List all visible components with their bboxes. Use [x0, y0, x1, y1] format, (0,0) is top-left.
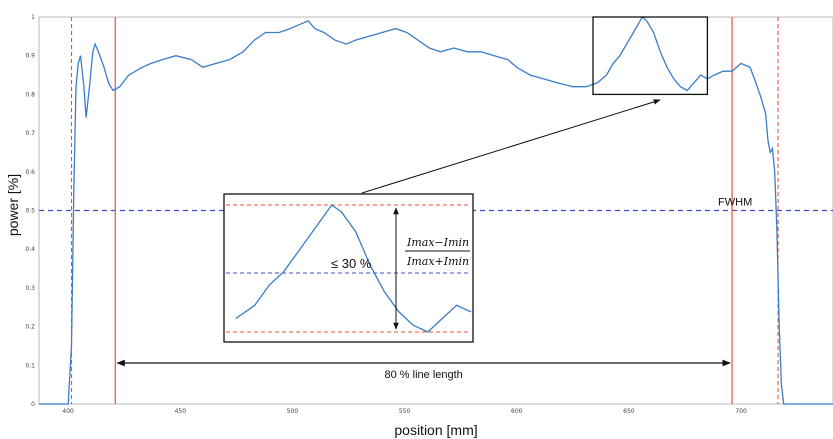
x-axis-label: position [mm] — [394, 422, 477, 438]
y-axis-label: power [%] — [5, 174, 21, 236]
ratio-bound-label: ≤ 30 % — [331, 256, 372, 271]
y-tick-label: 0.8 — [25, 91, 35, 98]
x-tick-label: 550 — [399, 408, 411, 415]
x-tick-label: 700 — [735, 408, 747, 415]
inset-frame — [223, 193, 474, 343]
y-tick-labels: 0 0.1 0.2 0.3 0.4 0.5 0.6 0.7 0.8 0.9 1 — [25, 14, 35, 408]
inset-profile-line — [235, 204, 472, 333]
y-tick-label: 0.1 — [25, 362, 35, 369]
zoom-arrow — [361, 99, 661, 194]
y-tick-label: 0.4 — [25, 246, 35, 253]
x-tick-label: 500 — [287, 408, 299, 415]
ratio-numerator: Imax−Imin — [406, 236, 469, 249]
x-tick-label: 600 — [511, 408, 523, 415]
power-profile-line — [39, 15, 833, 405]
y-tick-label: 0.7 — [25, 130, 35, 137]
zoom-inset: ≤ 30 % Imax−Imin Imax+Imin — [223, 193, 474, 343]
y-tick-label: 1 — [31, 14, 35, 21]
y-tick-label: 0.6 — [25, 169, 35, 176]
y-tick-label: 0.9 — [25, 53, 35, 60]
zoom-source-box — [592, 16, 709, 96]
x-tick-label: 650 — [623, 408, 635, 415]
x-tick-labels: 40045050055060065070075 — [62, 408, 747, 415]
y-tick-label: 0.5 — [25, 208, 35, 215]
y-tick-label: 0.2 — [25, 324, 35, 331]
fwhm-label: FWHM — [718, 197, 752, 209]
y-tick-label: 0.3 — [25, 285, 35, 292]
x-tick-label: 450 — [175, 408, 187, 415]
x-tick-label: 400 — [62, 408, 74, 415]
y-tick-label: 0 — [31, 401, 35, 408]
ratio-denominator: Imax+Imin — [406, 255, 469, 268]
line-length-label: 80 % line length — [385, 369, 463, 381]
